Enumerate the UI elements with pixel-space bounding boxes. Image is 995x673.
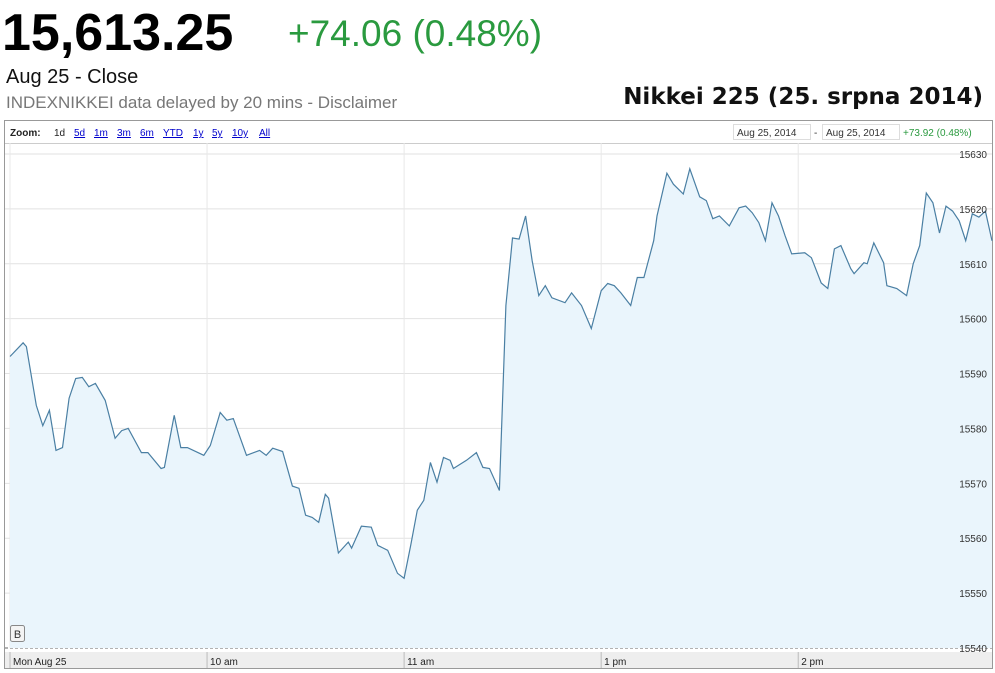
event-marker-label[interactable]: B (14, 629, 21, 641)
zoom-option[interactable]: 1d (54, 128, 65, 139)
x-axis-strip (5, 652, 992, 668)
close-date: Aug 25 - Close (6, 66, 138, 88)
range-box[interactable] (822, 124, 900, 140)
zoom-option[interactable]: 5y (212, 128, 223, 139)
zoom-option[interactable]: YTD (163, 128, 183, 139)
y-tick-label: 15540 (959, 644, 987, 655)
x-tick-label: 10 am (210, 657, 238, 668)
event-marker[interactable] (10, 625, 25, 642)
range-box[interactable] (733, 124, 811, 140)
range-end[interactable]: Aug 25, 2014 (826, 128, 886, 139)
y-tick-label: 15560 (959, 534, 987, 545)
line (9, 166, 993, 580)
zoom-option[interactable]: 6m (140, 128, 154, 139)
plot: Mon Aug 25 10 am 11 am 1 pm 2 pm 15540 15550 15… (5, 143, 993, 668)
x-tick-label: 1 pm (604, 657, 626, 668)
x-tick-label: 2 pm (801, 657, 823, 668)
price-change: +74.06 (0.48%) (288, 13, 542, 54)
range-change: +73.92 (0.48%) (903, 128, 972, 139)
y-tick-label: 15620 (959, 205, 987, 216)
y-tick-label: 15580 (959, 424, 987, 435)
x-tick-label: 11 am (407, 657, 434, 668)
x-tick-label: Mon Aug 25 (13, 657, 67, 668)
zoom-option[interactable]: All (259, 128, 270, 139)
chart-title: Nikkei 225 (25. srpna 2014) (623, 84, 983, 110)
zoom-option[interactable]: 1m (94, 128, 108, 139)
zoom-option[interactable]: 3m (117, 128, 131, 139)
area (10, 168, 992, 649)
range-start[interactable]: Aug 25, 2014 (737, 128, 797, 139)
price: 15,613.25 (2, 4, 233, 62)
zoom-option[interactable]: 10y (232, 128, 248, 139)
zoom-label: Zoom: (10, 128, 41, 139)
y-tick-label: 15610 (959, 260, 987, 271)
y-tick-label: 15550 (959, 589, 987, 600)
y-tick-label: 15590 (959, 370, 987, 381)
y-tick-label: 15570 (959, 479, 987, 490)
zoom-option[interactable]: 5d (74, 128, 85, 139)
y-tick-label: 15600 (959, 315, 987, 326)
range-sep: - (814, 128, 817, 139)
y-tick-label: 15630 (959, 150, 987, 161)
zoom-option[interactable]: 1y (193, 128, 204, 139)
data-note: INDEXNIKKEI data delayed by 20 mins - Di… (6, 93, 397, 112)
